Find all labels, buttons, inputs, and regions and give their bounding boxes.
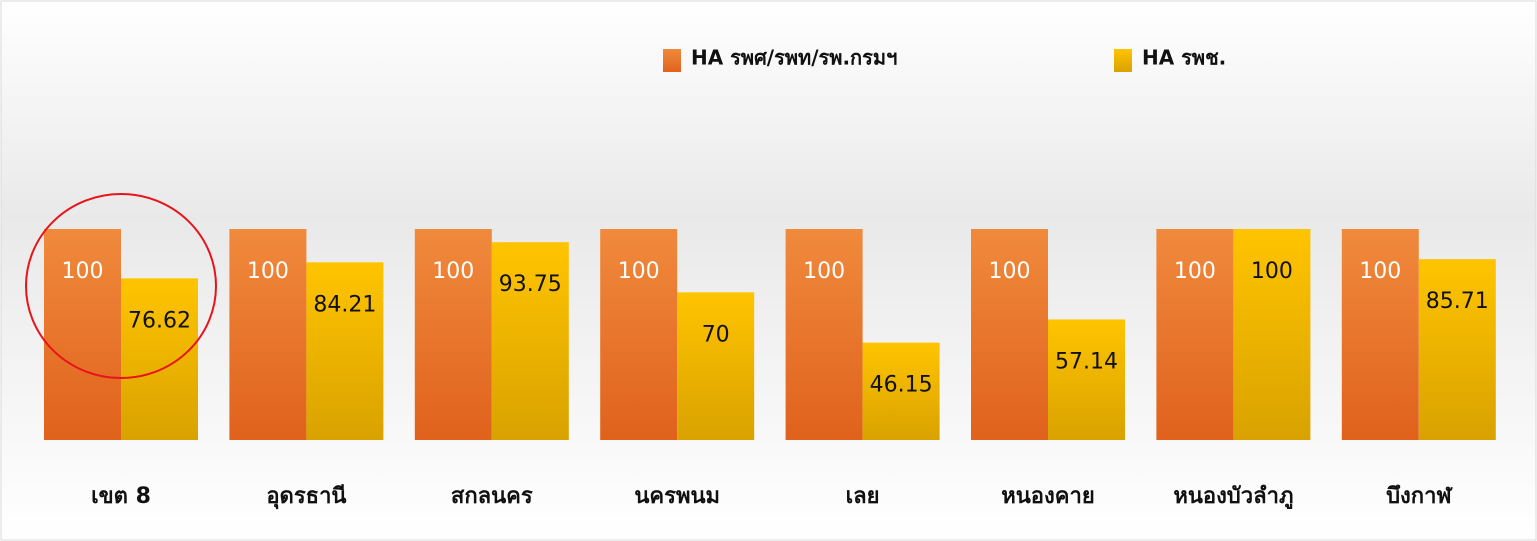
bar xyxy=(1156,229,1234,440)
data-label: 85.71 xyxy=(1426,289,1489,314)
legend-swatch xyxy=(663,49,681,72)
bar xyxy=(121,278,198,440)
bar xyxy=(1418,259,1496,440)
data-label: 100 xyxy=(989,259,1031,284)
data-label: 76.62 xyxy=(128,308,191,333)
x-tick-label: อุดรธานี xyxy=(266,484,346,510)
x-tick-label: เลย xyxy=(846,484,880,509)
legend-label: HA รพศ/รพท/รพ.กรมฯ xyxy=(691,46,897,70)
bar xyxy=(1048,319,1125,440)
data-label: 100 xyxy=(618,259,660,284)
x-tick-label: บึงกาฬ xyxy=(1386,484,1453,509)
data-label: 100 xyxy=(432,259,474,284)
data-label: 100 xyxy=(1359,259,1401,284)
data-label: 100 xyxy=(62,259,104,284)
bar xyxy=(971,229,1048,440)
x-tick-label: สกลนคร xyxy=(451,484,533,509)
bar xyxy=(862,342,940,440)
x-tick-label: หนองบัวลำภู xyxy=(1173,484,1293,510)
data-label: 100 xyxy=(1174,259,1216,284)
bar xyxy=(306,262,384,440)
plot-area: HA รพศ/รพท/รพ.กรมฯ HA รพช. 100 76.62 เขต 8 10… xyxy=(44,46,1496,510)
bar xyxy=(1341,229,1419,440)
data-label: 57.14 xyxy=(1055,349,1118,374)
data-label: 84.21 xyxy=(313,292,376,317)
data-label: 100 xyxy=(247,259,289,284)
legend-swatch xyxy=(1114,49,1132,72)
bar xyxy=(491,242,569,440)
bar xyxy=(1233,229,1311,440)
x-tick-label: เขต 8 xyxy=(91,484,151,509)
data-label: 46.15 xyxy=(870,373,933,398)
x-tick-label: นครพนม xyxy=(634,484,720,509)
bar xyxy=(677,292,755,440)
legend-label: HA รพช. xyxy=(1142,46,1226,70)
x-tick-label: หนองคาย xyxy=(1001,484,1094,509)
bar xyxy=(44,229,121,440)
data-label: 70 xyxy=(702,322,730,347)
bar xyxy=(600,229,678,440)
bar xyxy=(229,229,307,440)
data-label: 93.75 xyxy=(499,272,562,297)
bar xyxy=(414,229,492,440)
data-label: 100 xyxy=(803,259,845,284)
highlight-circle xyxy=(25,193,217,379)
data-label: 100 xyxy=(1251,259,1293,284)
bar xyxy=(785,229,863,440)
